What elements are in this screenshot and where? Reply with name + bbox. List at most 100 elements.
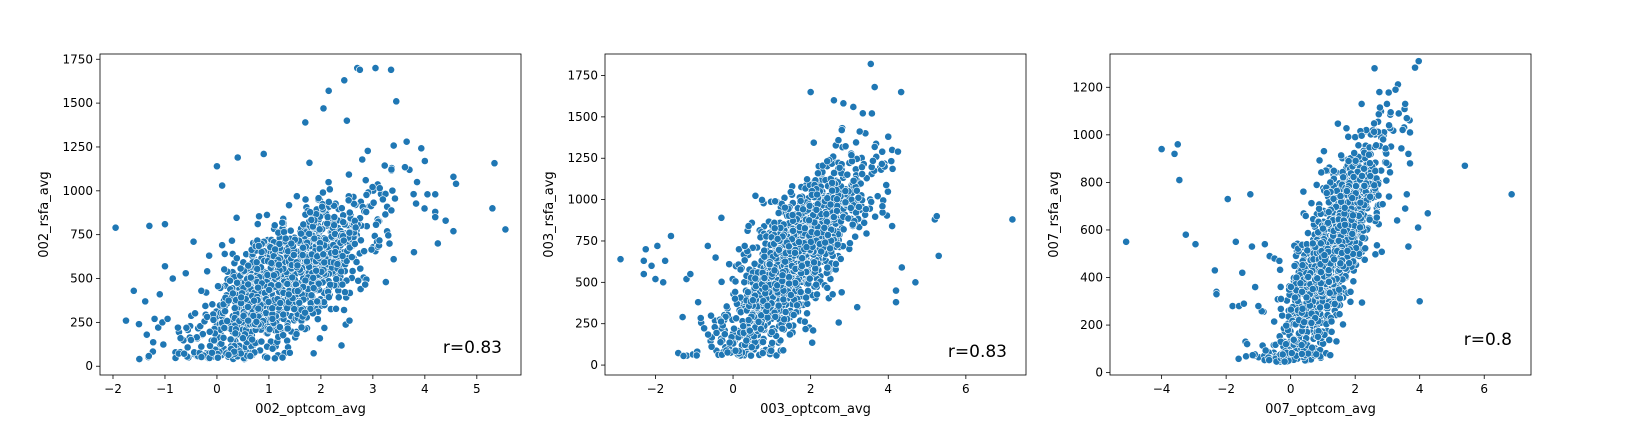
data-point	[350, 216, 359, 225]
data-point	[803, 299, 812, 308]
data-point	[431, 213, 440, 222]
data-point	[205, 327, 214, 336]
data-point	[1414, 57, 1423, 66]
data-point	[641, 245, 650, 254]
data-point	[319, 250, 328, 259]
data-point	[1332, 337, 1341, 346]
data-point	[142, 330, 151, 339]
data-point	[316, 334, 324, 343]
data-point	[380, 161, 389, 170]
data-point	[1308, 343, 1317, 352]
x-tick-label: 4	[884, 382, 892, 396]
data-point	[834, 136, 843, 145]
data-point	[748, 296, 757, 305]
data-point	[1312, 350, 1321, 359]
data-point	[441, 216, 450, 225]
data-point	[388, 186, 397, 195]
data-point	[661, 256, 670, 265]
data-point	[330, 201, 338, 210]
data-point	[271, 245, 279, 254]
data-point	[1381, 144, 1390, 153]
data-point	[1325, 289, 1334, 297]
data-point	[848, 220, 857, 229]
data-point	[375, 236, 384, 245]
data-point	[350, 199, 358, 208]
data-point	[932, 212, 941, 221]
data-point	[1307, 199, 1316, 208]
data-point	[806, 88, 815, 96]
y-axis-label: 003_rsfa_avg	[542, 171, 557, 257]
data-point	[163, 314, 172, 323]
data-point	[712, 328, 721, 337]
y-tick-label: 1750	[62, 52, 93, 66]
x-tick-label: 2	[807, 382, 815, 396]
plot-frame	[1109, 53, 1532, 376]
data-point	[1298, 287, 1306, 296]
data-point	[855, 127, 864, 136]
data-point	[1307, 319, 1316, 327]
data-point	[368, 183, 377, 191]
data-point	[1308, 285, 1317, 293]
data-point	[878, 147, 887, 156]
data-point	[387, 65, 395, 74]
data-point	[853, 303, 862, 312]
data-point	[781, 308, 790, 316]
data-point	[1327, 327, 1336, 336]
data-point	[203, 267, 212, 276]
data-point	[1406, 128, 1414, 137]
data-point	[1335, 285, 1344, 294]
data-point	[858, 163, 866, 172]
data-point	[1296, 279, 1305, 288]
data-point	[1370, 64, 1379, 73]
data-point	[274, 281, 283, 290]
data-point	[1239, 299, 1248, 308]
data-point	[384, 231, 393, 240]
data-point	[770, 224, 779, 233]
data-point	[347, 253, 356, 261]
data-point	[1344, 157, 1353, 165]
data-point	[773, 281, 782, 290]
y-tick-label: 1500	[62, 96, 93, 110]
data-point	[220, 324, 229, 332]
data-point	[323, 213, 332, 222]
data-point	[183, 343, 192, 352]
data-point	[805, 201, 814, 210]
data-point	[760, 274, 769, 282]
data-point	[244, 303, 252, 311]
data-point	[221, 307, 229, 316]
data-point	[362, 208, 371, 216]
data-point	[1336, 259, 1345, 268]
data-point	[742, 336, 751, 345]
data-point	[1374, 110, 1383, 119]
data-point	[812, 280, 821, 289]
data-point	[1415, 297, 1424, 306]
data-point	[189, 237, 198, 246]
data-point	[1334, 119, 1342, 128]
data-point	[1329, 166, 1338, 175]
data-point	[1339, 227, 1348, 236]
data-point	[1170, 149, 1179, 158]
data-point	[1008, 215, 1017, 224]
data-point	[858, 170, 867, 178]
data-point	[822, 210, 831, 218]
data-point	[1301, 212, 1310, 220]
data-point	[651, 275, 660, 283]
data-point	[275, 323, 284, 331]
data-point	[488, 204, 497, 213]
data-point	[305, 229, 314, 238]
data-point	[1223, 195, 1232, 203]
data-point	[339, 218, 348, 227]
data-point	[860, 218, 869, 227]
data-point	[751, 274, 760, 283]
data-point	[149, 338, 158, 347]
data-point	[1326, 351, 1335, 360]
data-point	[449, 227, 458, 236]
data-point	[639, 270, 648, 278]
data-point	[849, 176, 858, 185]
data-point	[1210, 266, 1219, 275]
data-point	[862, 229, 871, 238]
data-point	[218, 241, 227, 250]
data-point	[809, 138, 818, 147]
data-point	[330, 213, 339, 221]
data-point	[732, 314, 741, 323]
